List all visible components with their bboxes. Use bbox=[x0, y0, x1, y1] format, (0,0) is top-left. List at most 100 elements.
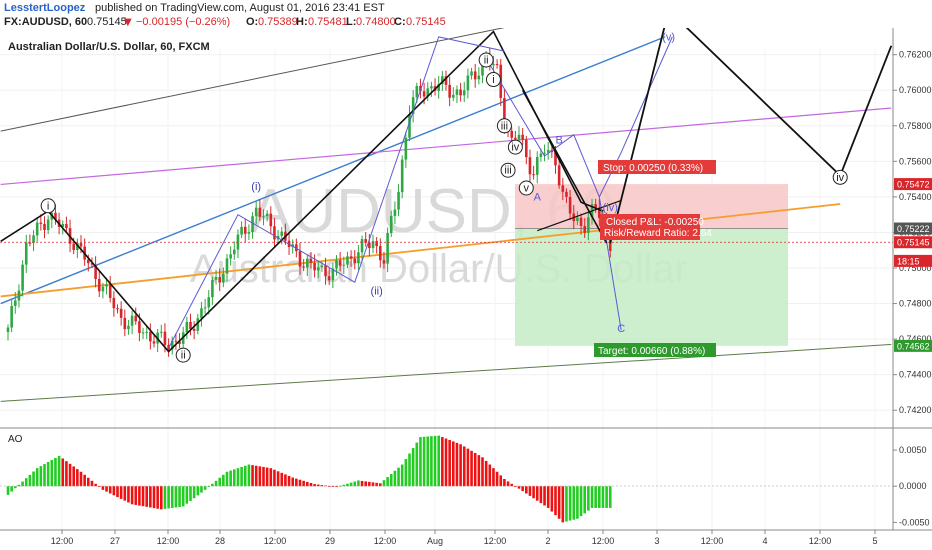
candle-body bbox=[251, 216, 254, 233]
candle-body bbox=[535, 156, 539, 175]
candle-body bbox=[21, 264, 24, 291]
candle-body bbox=[32, 235, 35, 243]
stop-label: Stop: 0.00250 (0.33%) bbox=[598, 160, 716, 174]
price-label-bg bbox=[894, 178, 932, 191]
candle-body bbox=[561, 185, 565, 192]
candle-body bbox=[207, 297, 211, 308]
ao-bar bbox=[243, 465, 247, 487]
ohlc-l-label: L: bbox=[346, 16, 356, 28]
ao-bar bbox=[35, 468, 39, 487]
candle-body bbox=[61, 224, 65, 227]
candle-body bbox=[200, 308, 203, 319]
ao-bar bbox=[79, 471, 83, 487]
ao-bar bbox=[65, 461, 68, 487]
time-tick-label: 27 bbox=[110, 536, 120, 546]
ao-bar bbox=[510, 483, 513, 487]
candle-body bbox=[375, 241, 378, 247]
time-tick-label: 12:00 bbox=[592, 536, 615, 546]
ao-title: AO bbox=[8, 434, 23, 445]
ao-bar bbox=[218, 477, 221, 487]
ohlc-o-value: 0.75389 bbox=[258, 16, 298, 28]
candle-body bbox=[503, 97, 506, 128]
elliott-wave-minor bbox=[168, 36, 505, 349]
ao-bar bbox=[280, 472, 284, 487]
candle-body bbox=[313, 262, 316, 271]
candle-body bbox=[565, 191, 568, 197]
candle-body bbox=[291, 244, 294, 247]
author-name[interactable]: LesstertLoopez bbox=[4, 2, 86, 14]
abc-correction bbox=[485, 57, 622, 331]
candle-body bbox=[477, 75, 481, 80]
target-label: Target: 0.00660 (0.88%) bbox=[594, 343, 716, 357]
candle-body bbox=[43, 223, 46, 231]
ao-bar bbox=[521, 486, 524, 492]
ao-bar bbox=[459, 444, 462, 487]
ao-axis[interactable]: 0.0050 0.0000 -0.0050 bbox=[893, 445, 930, 527]
candle-body bbox=[123, 317, 127, 330]
candle-body bbox=[203, 307, 207, 309]
ao-bar bbox=[499, 475, 503, 487]
time-tick-label: 12:00 bbox=[701, 536, 724, 546]
ao-bar bbox=[309, 482, 313, 487]
ao-bar bbox=[108, 486, 112, 494]
ao-bar bbox=[225, 471, 229, 487]
ao-bar bbox=[419, 437, 422, 487]
price-label: 0.75222 bbox=[897, 224, 930, 234]
candle-body bbox=[371, 241, 375, 249]
wave-label-circle bbox=[518, 180, 534, 196]
price-tick-label: 0.75800 bbox=[899, 121, 932, 131]
ao-bar bbox=[269, 468, 273, 487]
ao-bar bbox=[601, 486, 605, 508]
wave-label-circle bbox=[40, 198, 56, 214]
candle-body bbox=[170, 340, 174, 350]
ao-bar bbox=[579, 486, 583, 517]
ao-bar bbox=[576, 486, 579, 519]
candle-body bbox=[306, 258, 309, 268]
time-tick-label: 5 bbox=[872, 536, 877, 546]
candle-body bbox=[587, 217, 590, 233]
ao-bar bbox=[353, 481, 357, 487]
ao-bar bbox=[240, 466, 243, 487]
time-tick-label: 12:00 bbox=[809, 536, 832, 546]
ao-bar bbox=[565, 486, 568, 522]
candle-body bbox=[28, 242, 32, 244]
wave-label-iv: iv bbox=[511, 142, 519, 154]
ao-bar bbox=[21, 481, 24, 487]
ao-bar bbox=[262, 466, 265, 487]
ao-bar bbox=[371, 482, 375, 487]
ao-bar bbox=[203, 486, 207, 490]
price-label: 0.75472 bbox=[897, 180, 930, 190]
ao-bar bbox=[254, 465, 258, 487]
candle-body bbox=[525, 139, 528, 158]
ao-bar bbox=[594, 486, 597, 508]
wave-label-A: A bbox=[534, 191, 542, 203]
ao-bar bbox=[46, 462, 50, 487]
candle-body bbox=[35, 222, 39, 236]
candle-body bbox=[346, 256, 349, 265]
ao-bar bbox=[298, 479, 302, 487]
candle-body bbox=[368, 242, 371, 249]
candle-body bbox=[105, 284, 108, 287]
candle-body bbox=[309, 258, 313, 263]
candle-body bbox=[462, 90, 466, 96]
wave-label-iv: iv bbox=[836, 172, 844, 184]
ao-bar bbox=[433, 435, 437, 487]
ao-bar bbox=[481, 457, 484, 487]
time-axis[interactable]: 12:00 27 12:00 28 12:00 29 12:00 Aug 12:00 2 12:00… bbox=[51, 530, 878, 546]
candle-body bbox=[97, 278, 101, 292]
ao-bar bbox=[441, 437, 444, 487]
ao-bar bbox=[557, 486, 561, 519]
candle-body bbox=[316, 267, 320, 271]
candle-body bbox=[119, 308, 123, 318]
candle-body bbox=[145, 331, 148, 333]
ao-bar bbox=[400, 464, 404, 487]
orange-trend-line bbox=[0, 203, 841, 298]
wave-label-circle bbox=[478, 52, 494, 68]
ao-bar bbox=[170, 486, 174, 508]
candle-body bbox=[386, 233, 389, 264]
ao-bar bbox=[375, 482, 378, 487]
ao-bar bbox=[181, 486, 185, 507]
candle-body bbox=[521, 134, 524, 140]
projected-path bbox=[609, 8, 893, 244]
ao-bar bbox=[145, 486, 148, 507]
